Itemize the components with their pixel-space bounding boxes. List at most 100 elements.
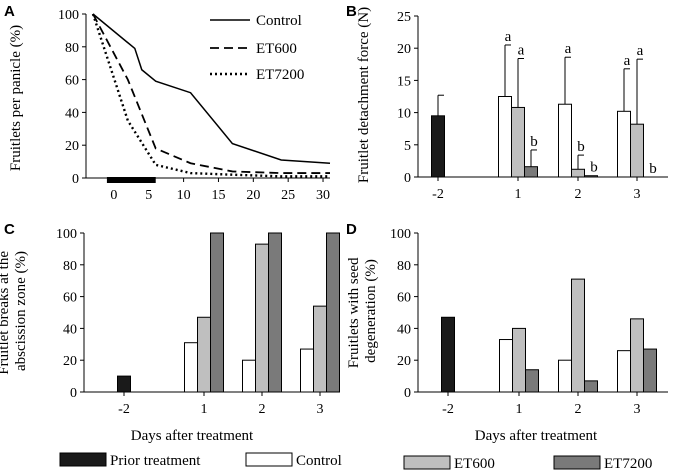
panel-c-xtick-label: -2 <box>118 402 130 417</box>
panel-c-bar <box>210 232 224 393</box>
panel-a-ytick-label: 60 <box>65 74 79 89</box>
legend-label-control-bottom: Control <box>296 453 342 469</box>
panel-b-ytick-label: 15 <box>397 74 411 89</box>
panel-c-xtick-label: 3 <box>317 402 324 417</box>
panel-b-significance-label: a <box>518 43 525 59</box>
panel-b-xtick-label: 1 <box>515 187 522 202</box>
panel-c-bar <box>313 305 327 393</box>
panel-c-xtick-label: 1 <box>201 402 208 417</box>
panel-a-ytick-label: 100 <box>58 8 79 23</box>
panel-d-bar <box>617 350 631 393</box>
legend-label-prior: Prior treatment <box>110 453 201 469</box>
panel-b-significance-label: b <box>590 160 598 176</box>
panel-b-significance-label: a <box>624 53 631 69</box>
panel-d-ytick-label: 20 <box>397 354 411 369</box>
panel-c-xlabel: Days after treatment <box>131 428 254 444</box>
panel-b-ytick-label: 10 <box>397 107 411 122</box>
panel-c: C Fruitlet breaks at the abscission zone… <box>0 221 340 444</box>
panel-c-bar <box>184 342 198 393</box>
panel-c-ylabel-line2: abscission zone (%) <box>13 251 29 371</box>
panel-b-xtick-label: 3 <box>634 187 641 202</box>
panel-letter-d: D <box>346 221 357 238</box>
legend-label-et600-bottom: ET600 <box>454 456 495 472</box>
panel-c-ytick-label: 40 <box>63 322 77 337</box>
panel-d-xtick-label: 3 <box>634 402 641 417</box>
panel-a-xtick-label: 25 <box>281 188 295 203</box>
panel-b-bar <box>571 168 585 178</box>
panel-d-ytick-label: 40 <box>397 322 411 337</box>
legend-swatch-et600 <box>403 455 451 470</box>
panel-a: A Fruitlets per panicle (%) Control ET60… <box>4 3 331 203</box>
treatment-period-bar <box>106 177 156 183</box>
panel-d-bar <box>584 380 598 393</box>
panel-a-xtick-label: 10 <box>177 188 191 203</box>
panel-b-significance-label: b <box>530 134 538 150</box>
panel-d-ytick-label: 0 <box>404 386 411 401</box>
panel-c-ytick-label: 20 <box>63 354 77 369</box>
bottom-legend: Prior treatment Control ET600 ET7200 <box>59 452 652 472</box>
legend-label-et600: ET600 <box>256 41 297 57</box>
panel-c-bar <box>255 243 269 393</box>
panel-c-ytick-label: 60 <box>63 291 77 306</box>
panel-c-ytick-label: 0 <box>70 386 77 401</box>
legend-label-et7200-bottom: ET7200 <box>604 456 652 472</box>
legend-label-control: Control <box>256 13 302 29</box>
series-line-control <box>92 13 331 164</box>
panel-b-bar <box>630 123 644 178</box>
panel-d-bar <box>441 316 455 393</box>
panel-d-bar <box>499 339 513 393</box>
panel-c-bar <box>268 232 282 393</box>
panel-b-bar <box>584 175 598 178</box>
panel-b-bar <box>617 110 631 178</box>
panel-d-bar <box>630 318 644 393</box>
panel-d-xtick-label: -2 <box>442 402 454 417</box>
panel-b: B Fruitlet detachment force (N) 0 5 10 15 20… <box>346 3 668 202</box>
panel-a-xtick-label: 0 <box>110 188 117 203</box>
panel-a-ytick-label: 0 <box>72 172 79 187</box>
panel-b-bar <box>558 103 572 178</box>
panel-d-xtick-label: 2 <box>575 402 582 417</box>
panel-d-xlabel: Days after treatment <box>475 428 598 444</box>
panel-b-bar <box>431 115 445 178</box>
panel-c-bar <box>197 316 211 393</box>
panel-a-ytick-label: 20 <box>65 139 79 154</box>
panel-c-bar <box>242 359 256 393</box>
panel-a-ytick-label: 80 <box>65 41 79 56</box>
panel-d-ylabel: Fruitlets with seed degeneration (%) <box>346 254 379 369</box>
panel-d-ytick-label: 60 <box>397 291 411 306</box>
legend-swatch-prior <box>59 452 107 467</box>
panel-b-significance-label: a <box>637 43 644 59</box>
panel-a-xtick-label: 20 <box>246 188 260 203</box>
panel-a-ytick-label: 40 <box>65 106 79 121</box>
panel-a-ylabel: Fruitlets per panicle (%) <box>8 25 24 171</box>
panel-c-xtick-label: 2 <box>259 402 266 417</box>
panel-d-ylabel-line1: Fruitlets with seed <box>346 257 362 368</box>
panel-b-bar <box>511 106 525 178</box>
panel-a-xtick-label: 15 <box>211 188 225 203</box>
panel-d-bar <box>558 359 572 393</box>
panel-b-significance-label: a <box>505 29 512 45</box>
series-line-et600 <box>92 13 330 174</box>
panel-b-significance-label: b <box>649 161 657 177</box>
panel-d-ytick-label: 100 <box>390 227 411 242</box>
panel-b-significance-label: a <box>565 41 572 57</box>
panel-d-bar <box>643 348 657 393</box>
panel-a-legend: Control ET600 ET7200 <box>210 13 304 83</box>
panel-letter-c: C <box>4 221 15 238</box>
panel-b-ytick-label: 20 <box>397 42 411 57</box>
panel-b-ylabel: Fruitlet detachment force (N) <box>356 7 372 183</box>
panel-b-bar <box>524 166 538 178</box>
panel-d-ytick-label: 80 <box>397 259 411 274</box>
panel-d-bar <box>512 327 526 393</box>
panel-b-xtick-label: -2 <box>432 187 444 202</box>
legend-swatch-et7200 <box>553 455 601 470</box>
panel-b-ytick-label: 25 <box>397 10 411 25</box>
panel-letter-b: B <box>346 3 357 20</box>
panel-a-xtick-label: 30 <box>316 188 330 203</box>
panel-d: D Fruitlets with seed degeneration (%) D… <box>346 221 668 444</box>
panel-c-ytick-label: 100 <box>56 227 77 242</box>
series-line-et7200 <box>91 13 330 178</box>
panel-c-bar <box>300 348 314 393</box>
panel-a-xtick-label: 5 <box>145 188 152 203</box>
